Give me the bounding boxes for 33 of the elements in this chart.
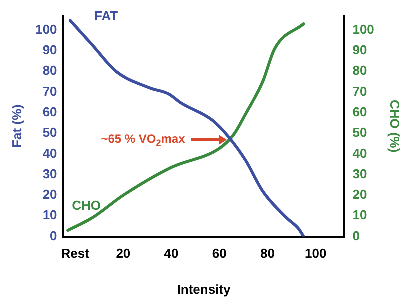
- x-axis-title: Intensity: [177, 282, 232, 297]
- y2-tick-label: 100: [352, 22, 374, 37]
- y-tick-label: 20: [42, 187, 58, 202]
- x-tick-label: 80: [260, 246, 275, 262]
- x-tick-label: 60: [212, 246, 227, 262]
- x-tick-label: Rest: [61, 246, 90, 262]
- x-tick-label: 20: [116, 246, 131, 262]
- y2-tick-label: 50: [352, 125, 368, 140]
- y-tick-label: 50: [42, 125, 58, 140]
- y2-tick-label: 40: [352, 146, 368, 161]
- y-tick-label: 80: [42, 63, 58, 78]
- x-tick-label: 100: [304, 246, 327, 262]
- y-tick-label: 100: [36, 22, 58, 37]
- y2-tick-label: 70: [352, 84, 368, 99]
- y2-tick-label: 60: [352, 104, 368, 120]
- y-tick-label: 70: [42, 84, 58, 99]
- y2-tick-label: 30: [352, 166, 368, 182]
- x-tick-label: 40: [164, 246, 179, 262]
- series-label: CHO: [72, 198, 101, 214]
- y-tick-label: 40: [42, 146, 58, 161]
- y-tick-label: 60: [42, 104, 58, 120]
- y2-tick-label: 0: [352, 228, 360, 244]
- y2-tick-label: 20: [352, 187, 368, 202]
- y-tick-label: 0: [50, 228, 58, 244]
- y2-tick-label: 10: [352, 208, 368, 223]
- y2-tick-label: 90: [352, 42, 368, 58]
- y-tick-label: 90: [42, 42, 58, 58]
- y-tick-label: 10: [42, 208, 58, 223]
- y2-tick-label: 80: [352, 63, 368, 78]
- y-axis-title: Fat (%): [9, 104, 24, 148]
- y2-axis-title: CHO (%): [388, 100, 403, 153]
- series-label: FAT: [94, 8, 118, 24]
- y-tick-label: 30: [42, 166, 58, 182]
